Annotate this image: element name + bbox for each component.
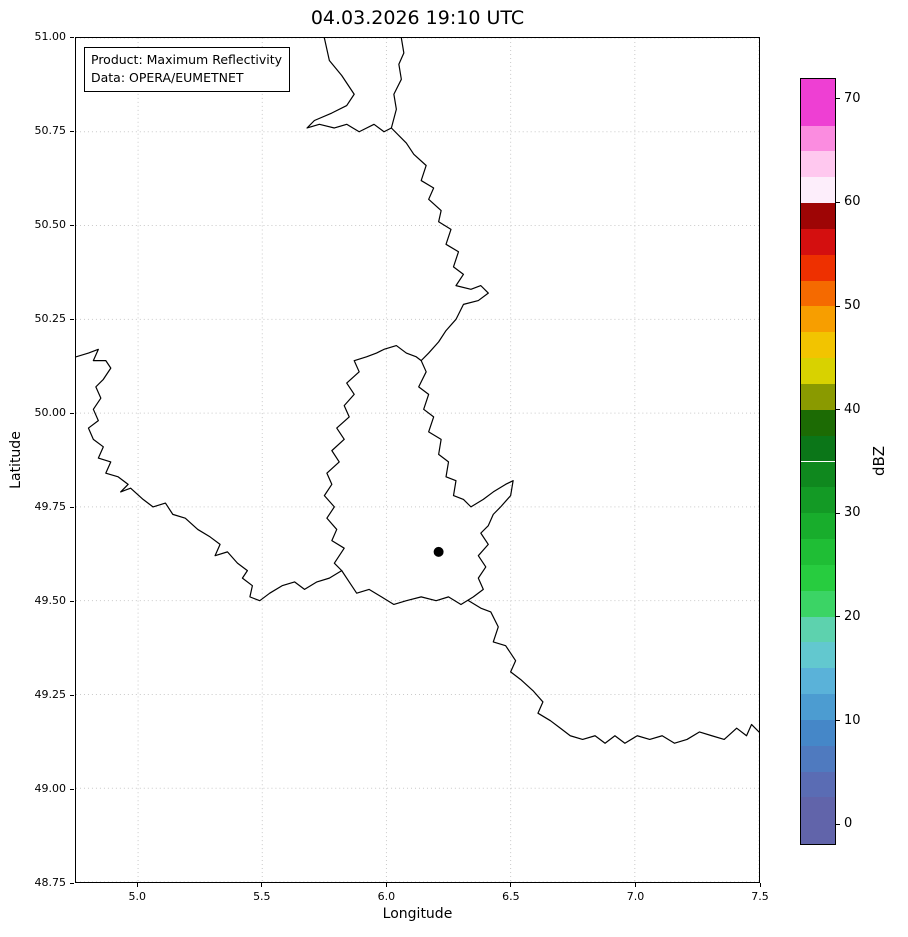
colorbar-segment	[801, 564, 835, 591]
colorbar-tick-mark	[836, 720, 840, 722]
y-tick-mark	[70, 36, 74, 38]
y-tick-label: 50.50	[34, 218, 67, 231]
colorbar-segment	[801, 435, 835, 462]
colorbar-tick-label: 0	[844, 816, 853, 832]
x-tick-label: 6.0	[377, 890, 396, 903]
y-tick-label: 49.75	[34, 500, 67, 513]
colorbar-segment	[801, 513, 835, 540]
product-line: Product: Maximum Reflectivity	[91, 52, 283, 67]
map-svg	[76, 38, 759, 882]
colorbar-segment	[801, 719, 835, 746]
x-tick-label: 6.5	[502, 890, 520, 903]
y-tick-label: 49.50	[34, 594, 67, 607]
country-border-path	[76, 348, 343, 602]
colorbar-segment	[801, 642, 835, 669]
colorbar-segment	[801, 694, 835, 720]
x-tick-mark	[136, 883, 138, 887]
colorbar-segment	[801, 125, 835, 152]
y-tick-label: 50.00	[34, 406, 67, 419]
colorbar-segment	[801, 254, 835, 281]
x-tick-mark	[261, 883, 263, 887]
x-tick-mark	[759, 883, 761, 887]
y-tick-label: 49.00	[34, 782, 67, 795]
colorbar-segment	[801, 668, 835, 695]
colorbar-tick-mark	[836, 823, 840, 825]
y-tick-mark	[70, 130, 74, 132]
colorbar-segment	[801, 228, 835, 255]
y-tick-label: 48.75	[34, 876, 67, 889]
x-tick-label: 5.0	[128, 890, 147, 903]
colorbar-tick-label: 20	[844, 608, 861, 624]
colorbar-tick-mark	[836, 98, 840, 100]
colorbar-segment	[801, 151, 835, 178]
y-tick-label: 50.75	[34, 124, 67, 137]
annotation-box: Product: Maximum Reflectivity Data: OPER…	[84, 47, 291, 93]
colorbar-segment	[801, 203, 835, 229]
colorbar-segment	[801, 616, 835, 643]
colorbar-tick-label: 70	[844, 90, 861, 106]
country-border-path	[306, 38, 405, 133]
plot-area: Product: Maximum Reflectivity Data: OPER…	[75, 37, 760, 883]
colorbar-segment	[801, 461, 835, 488]
colorbar-segment	[801, 306, 835, 333]
x-tick-label: 7.5	[751, 890, 769, 903]
data-source-line: Data: OPERA/EUMETNET	[91, 70, 244, 86]
colorbar-segment	[801, 383, 835, 410]
x-tick-mark	[510, 883, 512, 887]
colorbar	[800, 78, 836, 845]
y-tick-mark	[70, 788, 74, 790]
colorbar-segment	[801, 280, 835, 307]
colorbar-tick-label: 60	[844, 194, 861, 210]
colorbar-tick-label: 30	[844, 505, 861, 521]
country-border-path	[467, 600, 759, 744]
colorbar-tick-label: 40	[844, 401, 861, 417]
country-border-path	[323, 344, 514, 606]
colorbar-tick-mark	[836, 512, 840, 514]
colorbar-tick-label: 50	[844, 298, 861, 314]
colorbar-segment	[801, 358, 835, 384]
colorbar-segment	[801, 539, 835, 565]
y-tick-mark	[70, 412, 74, 414]
y-tick-label: 49.25	[34, 688, 67, 701]
y-tick-label: 51.00	[34, 30, 67, 43]
colorbar-segment	[801, 332, 835, 359]
y-tick-mark	[70, 600, 74, 602]
x-axis-label: Longitude	[382, 906, 453, 922]
y-tick-mark	[70, 694, 74, 696]
x-tick-mark	[385, 883, 387, 887]
y-tick-mark	[70, 882, 74, 884]
colorbar-segment	[801, 797, 835, 844]
colorbar-segment	[801, 745, 835, 772]
colorbar-label: dBZ	[870, 445, 888, 477]
y-tick-label: 50.25	[34, 312, 67, 325]
colorbar-segment	[801, 79, 835, 126]
x-tick-mark	[634, 883, 636, 887]
chart-title: 04.03.2026 19:10 UTC	[310, 7, 525, 29]
x-tick-label: 7.0	[626, 890, 645, 903]
radar-site-marker	[433, 546, 444, 557]
colorbar-segment	[801, 590, 835, 617]
colorbar-segment	[801, 177, 835, 204]
colorbar-tick-mark	[836, 305, 840, 307]
colorbar-segment	[801, 771, 835, 798]
x-tick-label: 5.5	[253, 890, 271, 903]
colorbar-tick-label: 10	[844, 712, 861, 728]
y-tick-mark	[70, 506, 74, 508]
colorbar-tick-mark	[836, 616, 840, 618]
y-tick-mark	[70, 224, 74, 226]
colorbar-tick-mark	[836, 409, 840, 411]
country-border-path	[390, 127, 489, 362]
colorbar-segment	[801, 409, 835, 436]
colorbar-segment	[801, 487, 835, 514]
colorbar-tick-mark	[836, 201, 840, 203]
y-tick-mark	[70, 318, 74, 320]
y-axis-label: Latitude	[8, 431, 24, 489]
